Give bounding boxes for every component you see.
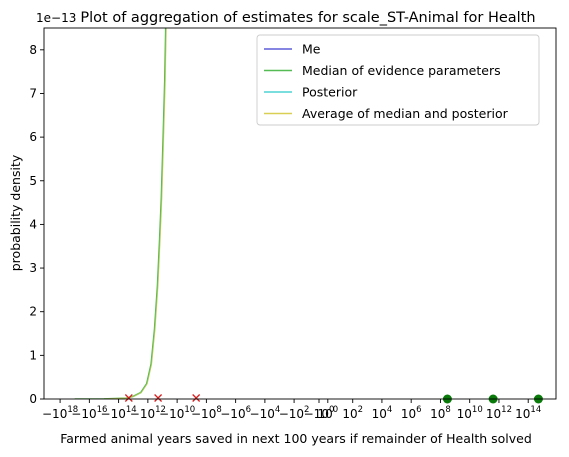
legend-label: Average of median and posterior <box>302 106 509 121</box>
chart-title: Plot of aggregation of estimates for sca… <box>80 10 535 26</box>
y-tick-label: 8 <box>29 43 37 57</box>
x-tick-label: −108 <box>191 405 222 421</box>
y-tick-label: 3 <box>29 261 37 275</box>
x-tick-label: −1012 <box>130 405 166 421</box>
x-tick-label: −106 <box>220 405 251 421</box>
x-axis-ticks: −1018−1016−1014−1012−1010−108−106−104−10… <box>42 399 541 421</box>
legend-label: Median of evidence parameters <box>302 63 501 78</box>
legend-items: Me Median of evidence parameters Posterior… <box>264 42 509 121</box>
legend: Me Median of evidence parameters Posterior… <box>256 34 540 126</box>
x-tick-label: 100 <box>317 405 338 421</box>
y-tick-label: 6 <box>29 130 37 144</box>
y-tick-label: 5 <box>29 174 37 188</box>
x-tick-label: −100 <box>304 405 335 421</box>
x-tick-label: 1014 <box>515 405 541 421</box>
x-tick-label: −1014 <box>101 405 137 421</box>
x-tick-label: 106 <box>401 405 422 421</box>
y-axis-label: probability density <box>8 154 23 271</box>
y-axis-ticks: 0 1 2 3 4 5 6 7 8 <box>29 43 44 406</box>
x-tick-label: −1016 <box>71 405 107 421</box>
red-x-marker <box>154 394 163 402</box>
x-axis-label: Farmed animal years saved in next 100 ye… <box>60 431 532 446</box>
y-tick-label: 0 <box>29 392 37 406</box>
red-x-marker <box>192 394 201 402</box>
x-tick-label: 1012 <box>486 405 512 421</box>
red-x-marker <box>124 394 133 402</box>
y-tick-label: 2 <box>29 305 37 319</box>
x-tick-label: −1018 <box>42 405 78 421</box>
legend-label: Posterior <box>302 85 358 100</box>
x-tick-label: 102 <box>342 405 363 421</box>
y-tick-label: 7 <box>29 86 37 100</box>
y-tick-label: 4 <box>29 217 37 231</box>
legend-label: Me <box>302 42 321 57</box>
y-tick-label: 1 <box>29 348 37 362</box>
plot-frame <box>43 27 557 400</box>
x-tick-label: −102 <box>279 405 310 421</box>
x-tick-label: 1010 <box>457 405 483 421</box>
x-tick-label: 108 <box>430 405 451 421</box>
x-tick-label: 104 <box>372 405 393 421</box>
x-tick-label: −1010 <box>159 405 195 421</box>
x-tick-label: −104 <box>250 405 281 421</box>
legend-box <box>256 34 540 126</box>
y-offset-label: 1e−13 <box>36 11 76 25</box>
